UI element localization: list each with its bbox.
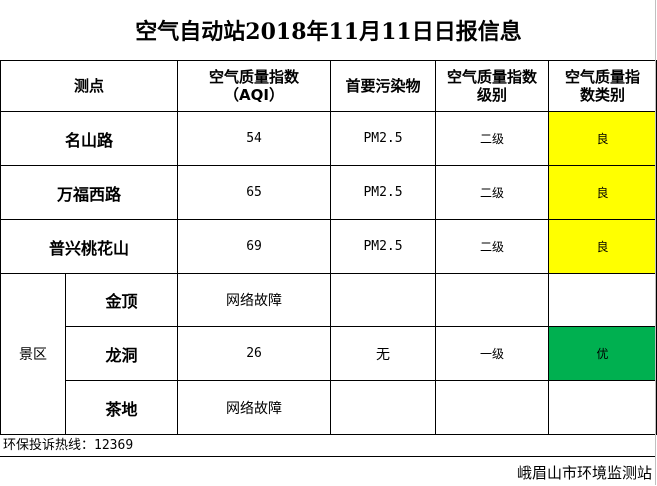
header-aqi: 空气质量指数 （AQI）: [177, 60, 332, 112]
report-title: 空气自动站2018年11月11日日报信息: [135, 19, 522, 45]
pollutant-value: PM2.5: [330, 165, 437, 220]
header-station: 测点: [0, 60, 179, 112]
hotline-number: 12369: [94, 438, 134, 453]
level-value: 二级: [435, 219, 550, 274]
category-value: 良: [548, 111, 657, 166]
category-value: [548, 380, 657, 435]
table-row: 名山路 54 PM2.5 二级 良: [0, 111, 657, 166]
scenic-group-label: 景区: [0, 273, 66, 435]
table-row: 茶地 网络故障: [1, 380, 657, 435]
aqi-value: 65: [177, 165, 332, 220]
category-value: 良: [548, 219, 657, 274]
aqi-value: 26: [177, 326, 332, 381]
level-value: 二级: [435, 165, 550, 220]
aqi-value: 网络故障: [177, 380, 332, 435]
station-name: 茶地: [64, 380, 179, 435]
header-aqi-line2: （AQI）: [224, 86, 284, 104]
pollutant-value: [330, 273, 437, 327]
pollutant-value: PM2.5: [330, 111, 437, 166]
station-name: 金顶: [64, 273, 179, 327]
hotline: 环保投诉热线：12369: [3, 436, 133, 456]
station-name: 普兴桃花山: [0, 219, 179, 274]
level-value: 一级: [435, 326, 550, 381]
aqi-table: 测点 空气质量指数 （AQI） 首要污染物 空气质量指数 级别 空气质量指 数类…: [0, 60, 657, 435]
category-value: 优: [548, 326, 657, 381]
header-level-line2: 级别: [477, 86, 508, 104]
header-category: 空气质量指 数类别: [548, 60, 657, 112]
station-name: 龙洞: [64, 326, 179, 381]
aqi-value: 54: [177, 111, 332, 166]
hotline-label: 环保投诉热线：: [3, 438, 95, 453]
header-aqi-line1: 空气质量指数: [209, 68, 300, 86]
right-border: [655, 0, 656, 485]
table-row: 景区 金顶 网络故障: [0, 273, 657, 435]
station-name: 名山路: [0, 111, 179, 166]
table-row: 龙洞 26 无 一级 优: [1, 326, 657, 381]
header-pollutant: 首要污染物: [330, 60, 437, 112]
table-row: 普兴桃花山 69 PM2.5 二级 良: [0, 219, 657, 274]
footer-org: 峨眉山市环境监测站: [516, 464, 652, 482]
header-row: 测点 空气质量指数 （AQI） 首要污染物 空气质量指数 级别 空气质量指 数类…: [0, 60, 657, 112]
category-value: 良: [548, 165, 657, 220]
station-name: 万福西路: [0, 165, 179, 220]
aqi-value: 网络故障: [177, 273, 332, 327]
pollutant-value: 无: [330, 326, 437, 381]
level-value: 二级: [435, 111, 550, 166]
level-value: [435, 380, 550, 435]
footer: 峨眉山市环境监测站: [0, 456, 656, 486]
aqi-value: 69: [177, 219, 332, 274]
table-row: 万福西路 65 PM2.5 二级 良: [0, 165, 657, 220]
level-value: [435, 273, 550, 327]
header-category-line1: 空气质量指: [565, 68, 641, 86]
header-level: 空气质量指数 级别: [435, 60, 550, 112]
header-category-line2: 数类别: [580, 86, 626, 104]
pollutant-value: [330, 380, 437, 435]
header-level-line1: 空气质量指数: [447, 68, 538, 86]
pollutant-value: PM2.5: [330, 219, 437, 274]
category-value: [548, 273, 657, 327]
